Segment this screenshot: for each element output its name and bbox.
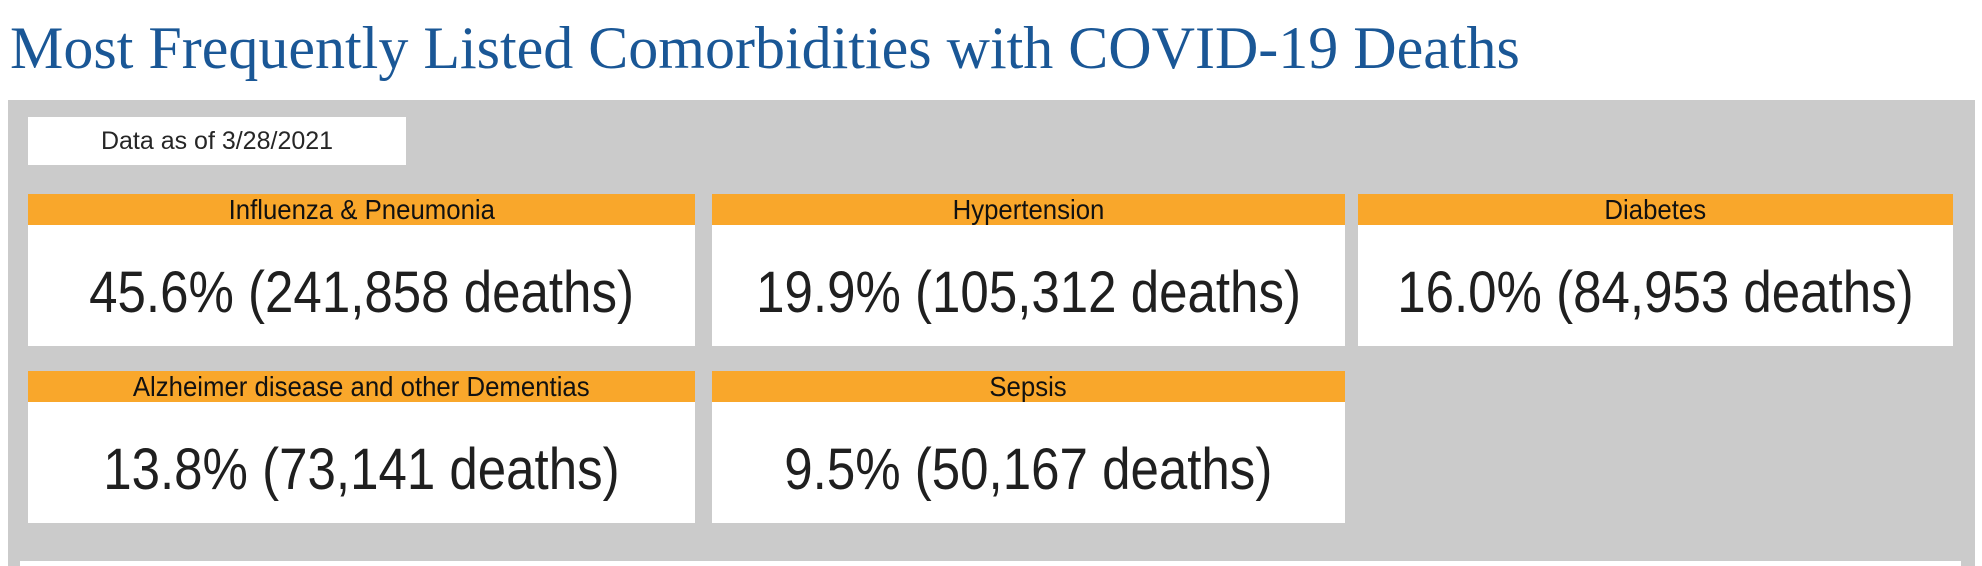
comorbidity-card-body: 13.8% (73,141 deaths) [28, 402, 695, 523]
comorbidity-value: 16.0% (84,953 deaths) [1397, 260, 1914, 325]
comorbidity-label: Hypertension [952, 193, 1105, 225]
comorbidity-label: Diabetes [1604, 193, 1707, 225]
comorbidity-card-header: Hypertension [712, 194, 1345, 225]
comorbidity-label: Influenza & Pneumonia [228, 193, 495, 225]
comorbidity-label: Alzheimer disease and other Dementias [133, 370, 590, 402]
comorbidity-value: 9.5% (50,167 deaths) [784, 437, 1273, 502]
next-section-box-partial [20, 561, 1961, 566]
comorbidity-card-hypertension: Hypertension 19.9% (105,312 deaths) [712, 194, 1345, 346]
comorbidity-card-body: 45.6% (241,858 deaths) [28, 225, 695, 346]
comorbidity-card-alzheimer-dementias: Alzheimer disease and other Dementias 13… [28, 371, 695, 523]
comorbidity-card-header: Sepsis [712, 371, 1345, 402]
comorbidity-card-sepsis: Sepsis 9.5% (50,167 deaths) [712, 371, 1345, 523]
data-as-of-box: Data as of 3/28/2021 [28, 117, 406, 165]
comorbidity-card-body: 16.0% (84,953 deaths) [1358, 225, 1953, 346]
comorbidity-card-body: 9.5% (50,167 deaths) [712, 402, 1345, 523]
comorbidity-card-header: Influenza & Pneumonia [28, 194, 695, 225]
comorbidity-value: 13.8% (73,141 deaths) [103, 437, 620, 502]
comorbidity-card-header: Alzheimer disease and other Dementias [28, 371, 695, 402]
comorbidity-label: Sepsis [989, 370, 1068, 402]
comorbidity-card-diabetes: Diabetes 16.0% (84,953 deaths) [1358, 194, 1953, 346]
data-as-of-label: Data as of 3/28/2021 [100, 126, 334, 155]
comorbidity-card-influenza-pneumonia: Influenza & Pneumonia 45.6% (241,858 dea… [28, 194, 695, 346]
comorbidity-value: 45.6% (241,858 deaths) [89, 260, 634, 325]
page-title: Most Frequently Listed Comorbidities wit… [10, 14, 1520, 81]
comorbidity-card-header: Diabetes [1358, 194, 1953, 225]
comorbidity-card-body: 19.9% (105,312 deaths) [712, 225, 1345, 346]
comorbidity-value: 19.9% (105,312 deaths) [756, 260, 1301, 325]
comorbidities-panel: Data as of 3/28/2021 Influenza & Pneumon… [8, 100, 1975, 566]
